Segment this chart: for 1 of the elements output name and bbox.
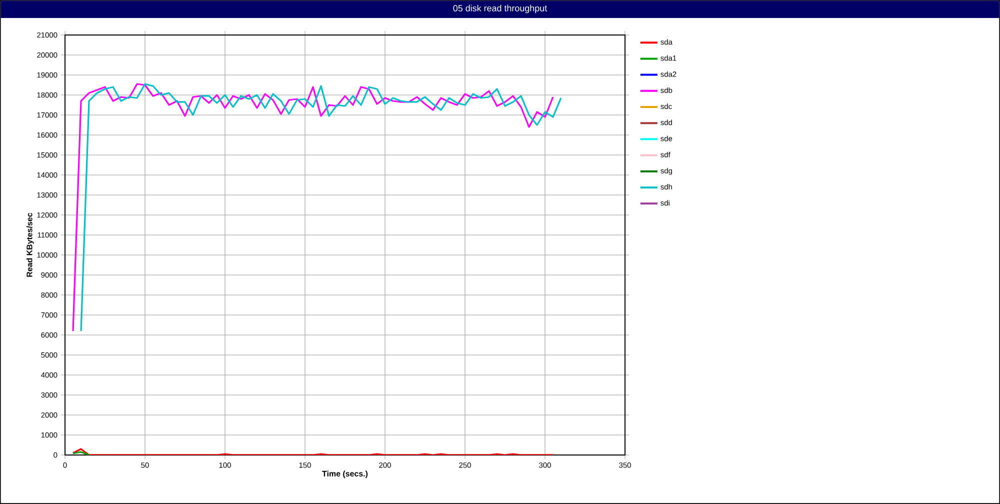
chart-title: 05 disk read throughput bbox=[453, 4, 548, 14]
